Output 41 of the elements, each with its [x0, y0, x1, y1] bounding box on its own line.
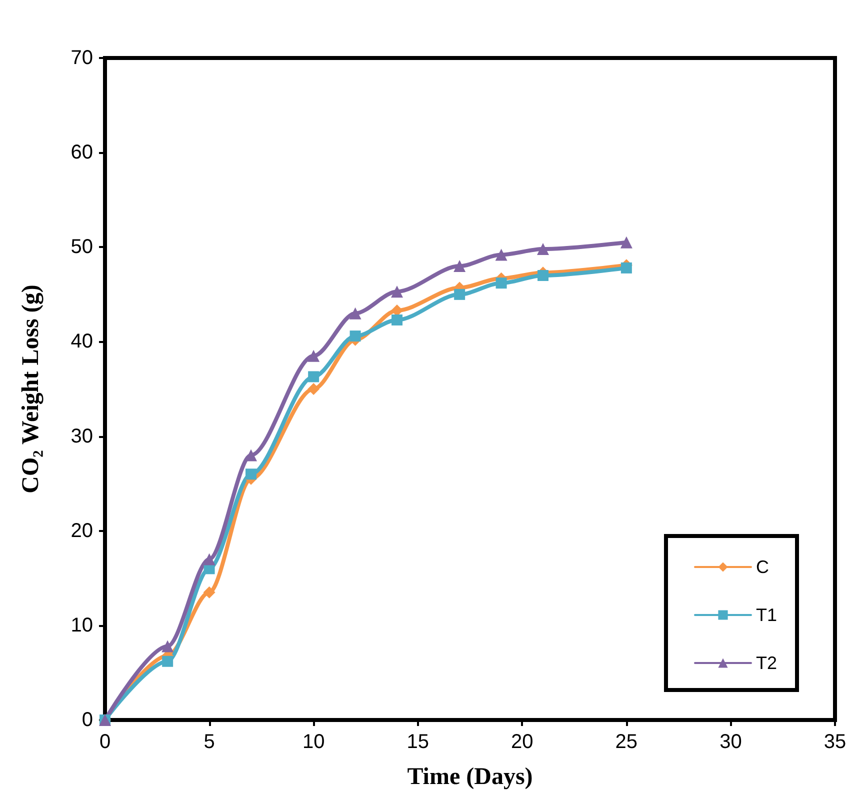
point [537, 243, 549, 256]
point [246, 468, 256, 480]
y-axis-title: CO₂ Weight Loss (g) [18, 284, 44, 494]
x-tick-label: 5 [204, 731, 215, 753]
x-tick-label: 35 [824, 731, 846, 753]
point [391, 286, 403, 298]
point [538, 270, 548, 282]
y-tick-label: 20 [70, 520, 93, 542]
point [162, 656, 174, 667]
point [454, 288, 466, 300]
x-tick-label: 30 [720, 731, 742, 753]
point [308, 350, 320, 362]
legend-label: C [756, 557, 769, 577]
x-tick-label: 0 [99, 731, 111, 753]
point [308, 371, 320, 382]
point [308, 383, 320, 395]
point [349, 307, 362, 320]
point [454, 260, 466, 272]
point [620, 236, 632, 248]
y-tick-label: 40 [70, 330, 93, 353]
y-tick-label: 30 [70, 425, 93, 448]
y-tick-label: 10 [70, 614, 93, 636]
point [203, 586, 216, 598]
y-tick-label: 50 [70, 236, 93, 258]
x-tick-label: 15 [406, 731, 429, 753]
legend-label: T1 [756, 605, 778, 625]
x-tick-label: 25 [615, 731, 638, 753]
point [162, 640, 174, 652]
y-tick-label: 70 [70, 47, 93, 69]
x-tick-label: 10 [302, 731, 325, 753]
point [392, 314, 402, 326]
point [203, 553, 216, 566]
point [620, 262, 632, 274]
point [350, 330, 361, 342]
y-tick-label: 60 [70, 142, 93, 164]
y-tick-label: 0 [82, 709, 93, 731]
point [495, 248, 508, 261]
legend-label: T2 [756, 653, 778, 673]
x-axis-title: Time (Days) [407, 764, 533, 790]
point [496, 278, 507, 289]
x-tick-label: 20 [511, 731, 534, 753]
